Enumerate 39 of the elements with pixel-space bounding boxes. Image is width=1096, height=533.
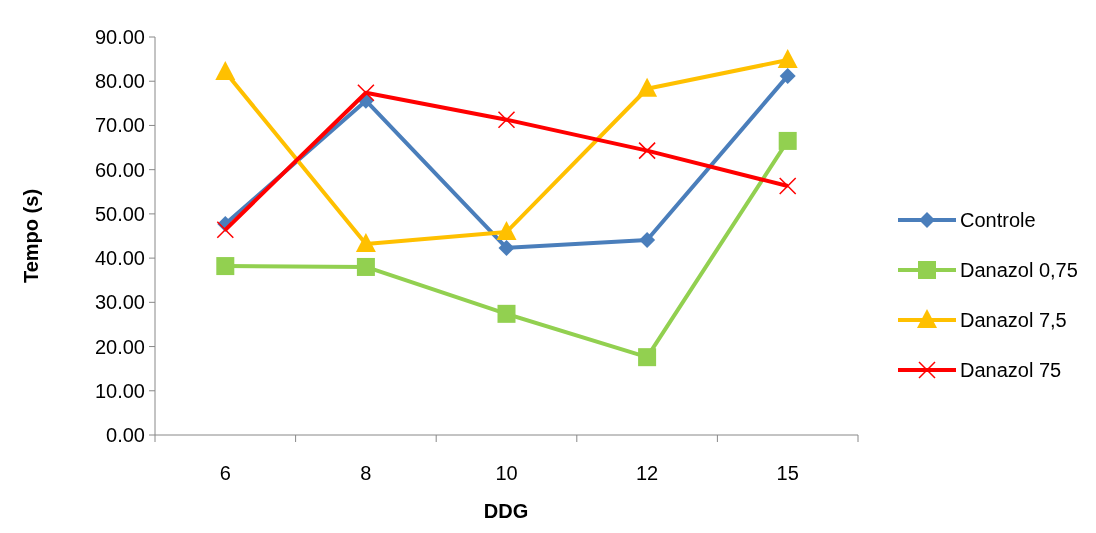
y-tick-label: 60.00 [94,158,145,181]
legend-label: Controle [960,209,1036,231]
x-tick-label: 12 [635,462,659,484]
y-tick-label: 40.00 [94,247,145,270]
point [497,110,516,129]
y-tick-label: 80.00 [94,70,145,93]
y-tick-label: 30.00 [94,291,145,314]
y-tick-label: 90.00 [94,26,145,48]
point [357,83,375,102]
point [778,131,797,150]
legend-label: Danazol 7,5 [960,309,1067,331]
point [638,348,657,367]
point [497,304,516,323]
point [777,49,798,68]
point [216,221,235,239]
x-tick-label: 15 [776,462,799,484]
y-tick-label: 0.00 [106,424,145,446]
x-axis-title: DDG [483,500,529,522]
point [778,177,797,195]
point [355,232,376,252]
point [779,67,796,84]
point [637,77,658,97]
point [498,239,515,256]
point [638,141,656,160]
point [639,231,656,248]
x-tick-label: 10 [495,462,518,484]
y-tick-label: 20.00 [94,335,145,358]
point [215,60,236,80]
legend-label: Danazol 0,75 [960,259,1078,281]
point [356,257,375,276]
point [216,257,235,276]
y-tick-label: 50.00 [94,202,145,225]
y-tick-label: 70.00 [94,114,145,137]
y-axis-title: Tempo (s) [20,188,42,284]
y-tick-label: 10.00 [94,379,145,402]
x-tick-label: 6 [219,462,231,484]
x-tick-label: 8 [360,462,372,484]
legend-label: Danazol 75 [960,359,1062,381]
point [496,221,517,241]
